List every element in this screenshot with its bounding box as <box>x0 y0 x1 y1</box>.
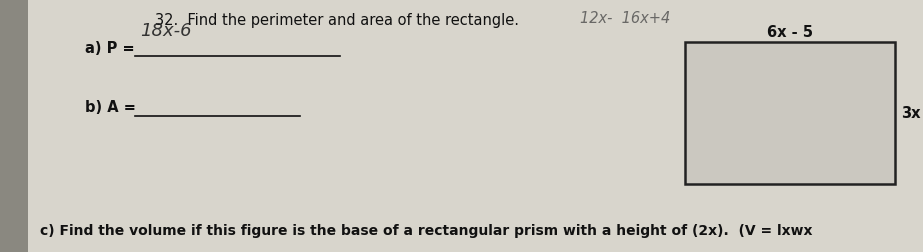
Bar <box>685 43 895 184</box>
Text: a) P =: a) P = <box>85 40 139 55</box>
Text: b) A =: b) A = <box>85 100 141 115</box>
Text: 18x-6: 18x-6 <box>140 22 192 40</box>
Text: 12x-  16x+4: 12x- 16x+4 <box>580 11 670 26</box>
Text: 32.  Find the perimeter and area of the rectangle.: 32. Find the perimeter and area of the r… <box>155 13 519 28</box>
Text: 3x: 3x <box>901 106 920 121</box>
Text: c) Find the volume if this figure is the base of a rectangular prism with a heig: c) Find the volume if this figure is the… <box>40 223 812 237</box>
Bar <box>0 0 28 252</box>
Text: 6x - 5: 6x - 5 <box>767 25 813 40</box>
